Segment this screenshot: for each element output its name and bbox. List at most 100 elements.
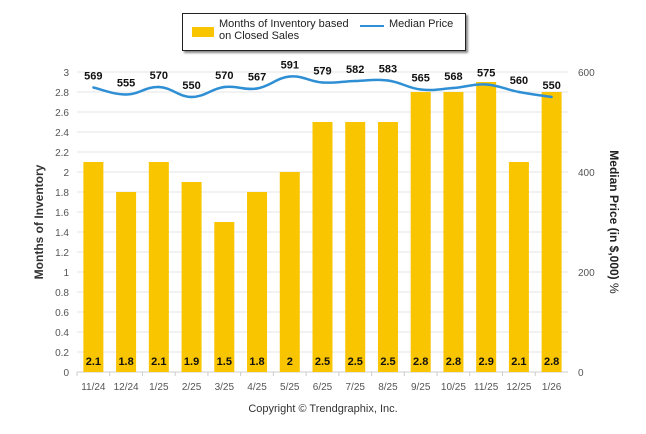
y-axis-title-left: Months of Inventory	[32, 164, 46, 280]
copyright-text: Copyright © Trendgraphix, Inc.	[248, 403, 398, 415]
bar	[508, 162, 529, 372]
bar	[83, 162, 104, 372]
line-data-label: 570	[150, 70, 168, 82]
line-data-label: 568	[444, 71, 462, 83]
inventory-bars	[83, 82, 562, 372]
line-data-label: 570	[215, 70, 233, 82]
y-tick-left: 2	[63, 168, 69, 179]
y-axis-title-right: Median Price (in $,000) %	[607, 150, 621, 293]
legend-bar-label: Months of Inventory based on Closed Sale…	[219, 18, 359, 42]
bar	[181, 182, 202, 372]
legend-bar-swatch	[192, 27, 214, 37]
line-data-label: 579	[313, 66, 331, 78]
legend-bar-label-line1: Months of Inventory based	[219, 18, 349, 30]
bar-data-label: 1.9	[184, 356, 199, 368]
line-data-label: 583	[379, 64, 397, 76]
bar	[247, 192, 268, 372]
bar-data-label: 2.5	[348, 356, 363, 368]
x-tick-label: 7/25	[345, 382, 365, 393]
line-point	[419, 88, 422, 91]
x-tick-label: 1/25	[149, 382, 169, 393]
x-tick-label: 5/25	[280, 382, 300, 393]
y-tick-left: 0.6	[55, 308, 69, 319]
line-point	[124, 93, 128, 96]
y-tick-right: 400	[578, 168, 595, 179]
line-data-label: 591	[281, 60, 299, 72]
y-tick-left: 1.2	[55, 248, 69, 259]
line-point	[321, 81, 324, 84]
y-tick-right: 200	[578, 268, 595, 279]
y-tick-left: 1.8	[55, 188, 69, 199]
bar-data-label: 2.5	[315, 356, 330, 368]
bar-data-label: 2.8	[446, 356, 461, 368]
x-tick-label: 8/25	[378, 382, 398, 393]
bar	[148, 162, 169, 372]
bar	[476, 82, 497, 372]
line-point	[550, 95, 553, 99]
bar	[279, 172, 300, 372]
y-tick-left: 2.4	[55, 128, 69, 139]
bar-data-label: 2.8	[544, 356, 559, 368]
bar	[345, 122, 366, 372]
y-tick-left: 1.4	[55, 228, 69, 239]
y-tick-left: 3	[63, 68, 69, 79]
line-point	[517, 90, 521, 94]
x-tick-label: 11/24	[81, 382, 106, 393]
x-tick-label: 1/26	[542, 382, 562, 393]
bar	[312, 122, 333, 372]
x-tick-label: 6/25	[313, 382, 333, 393]
line-data-label: 550	[542, 80, 560, 92]
y-axis-title-right-suffix: %	[607, 283, 621, 294]
line-point	[386, 79, 390, 82]
y-tick-left: 2.6	[55, 108, 69, 119]
x-tick-label: 12/24	[114, 382, 139, 393]
bar-data-label: 2.8	[413, 356, 428, 368]
line-data-label: 565	[412, 73, 430, 85]
bar-data-label: 2.1	[511, 356, 526, 368]
line-data-label: 555	[117, 78, 135, 90]
bar-data-label: 2.5	[380, 356, 395, 368]
y-tick-left: 0.2	[55, 348, 69, 359]
line-data-label: 550	[182, 80, 200, 92]
y-tick-left: 2.2	[55, 148, 69, 159]
y-tick-right: 0	[578, 368, 584, 379]
y-tick-left: 0	[63, 368, 69, 379]
y-tick-left: 0.8	[55, 288, 69, 299]
x-tick-label: 3/25	[215, 382, 235, 393]
legend-line-label: Median Price	[389, 18, 454, 30]
line-data-label: 567	[248, 72, 266, 84]
bar-data-label: 1.8	[118, 356, 133, 368]
axis-ticks: 0 0.2 0.4 0.6 0.8 1 1.2 1.4 1.6 1.8 2 2.2 2.4 2.6 2.8 3…	[55, 68, 595, 393]
line-point	[354, 79, 357, 83]
y-tick-left: 0.4	[55, 328, 69, 339]
bar	[410, 92, 431, 372]
line-data-label: 569	[84, 71, 102, 83]
x-tick-label: 4/25	[247, 382, 267, 393]
line-point	[223, 85, 226, 89]
x-tick-label: 9/25	[411, 382, 431, 393]
legend-line-swatch	[360, 25, 384, 27]
bar	[377, 122, 398, 372]
x-tick-label: 12/25	[506, 382, 531, 393]
bar	[541, 92, 562, 372]
bar	[116, 192, 137, 372]
y-tick-right: 600	[578, 68, 595, 79]
x-tick-label: 2/25	[182, 382, 202, 393]
x-tick-label: 11/25	[474, 382, 499, 393]
line-point	[288, 75, 291, 78]
bar-data-label: 1.5	[217, 356, 232, 368]
line-data-label: 560	[510, 75, 528, 87]
data-labels: 2.1 1.8 2.1 1.9 1.5 1.8 2 2.5 2.5 2.5 2.8 2.8 2.9 2.1…	[84, 60, 561, 369]
y-tick-left: 1.6	[55, 208, 69, 219]
line-point	[92, 86, 95, 89]
y-tick-left: 1	[63, 268, 69, 279]
bar-data-label: 2.1	[151, 356, 166, 368]
line-point	[452, 86, 455, 90]
bar-data-label: 2.9	[479, 356, 494, 368]
y-axis-title-right-text: Median Price (in $,000)	[607, 150, 621, 280]
bar-data-label: 1.8	[249, 356, 264, 368]
line-data-label: 582	[346, 64, 364, 76]
line-point	[484, 83, 488, 86]
bar-data-label: 2.1	[86, 356, 101, 368]
